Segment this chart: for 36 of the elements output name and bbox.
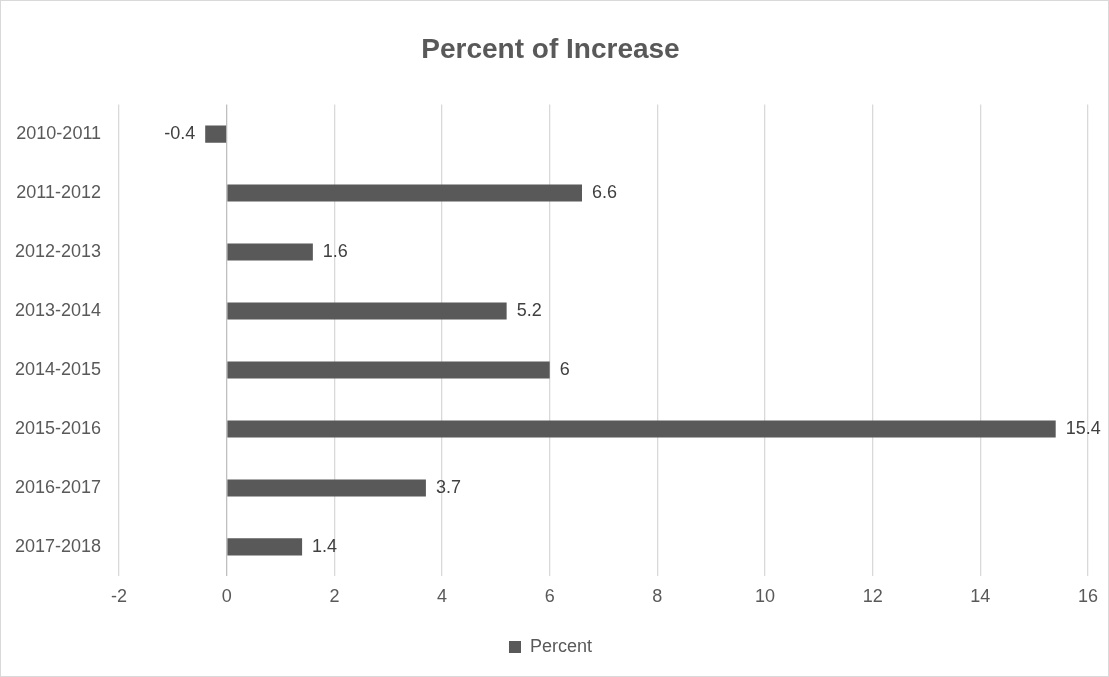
data-label: 5.2	[516, 299, 542, 320]
data-label: 15.4	[1065, 417, 1101, 438]
y-tick-label: 2014-2015	[14, 358, 102, 379]
chart-title: Percent of Increase	[421, 32, 680, 64]
bar	[227, 302, 507, 320]
bar	[227, 538, 303, 556]
y-tick-label: 2010-2011	[16, 123, 102, 144]
x-tick-label: 2	[329, 586, 340, 607]
y-tick-label: 2012-2013	[14, 241, 102, 262]
x-tick-label: 6	[544, 586, 555, 607]
data-label: 6.6	[592, 182, 618, 203]
bar	[227, 361, 550, 379]
data-label: 3.7	[435, 476, 461, 497]
y-tick-label: 2015-2016	[14, 417, 102, 438]
bar	[227, 243, 313, 261]
x-tick-label: 0	[221, 586, 232, 607]
x-tick-label: 4	[437, 586, 448, 607]
data-label: 1.6	[322, 241, 348, 262]
x-tick-label: 12	[862, 586, 883, 607]
data-label: 1.4	[312, 535, 338, 556]
y-tick-label: 2013-2014	[14, 299, 102, 320]
x-tick-label: -2	[111, 586, 128, 607]
data-label: -0.4	[164, 123, 196, 144]
y-tick-label: 2017-2018	[14, 535, 102, 556]
y-tick-label: 2016-2017	[14, 476, 102, 497]
legend-label: Percent	[529, 635, 593, 656]
x-tick-label: 16	[1077, 586, 1098, 607]
x-tick-label: 10	[755, 586, 776, 607]
bar	[227, 479, 426, 497]
x-tick-label: 8	[652, 586, 663, 607]
x-tick-label: 14	[970, 586, 991, 607]
bar	[227, 420, 1056, 438]
bar	[205, 125, 227, 143]
y-tick-label: 2011-2012	[16, 182, 102, 203]
bar	[227, 184, 582, 202]
data-label: 6	[559, 358, 570, 379]
